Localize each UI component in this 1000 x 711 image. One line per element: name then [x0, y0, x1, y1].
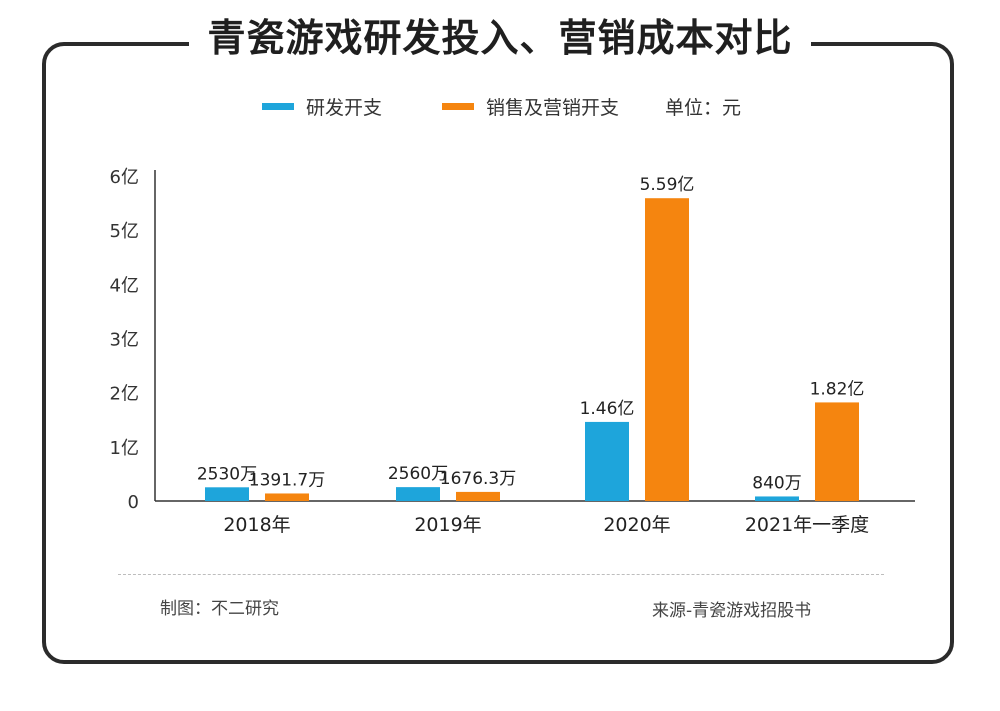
x-tick-label: 2020年	[603, 514, 670, 536]
bar-rd	[205, 487, 249, 501]
x-tick-label: 2019年	[414, 514, 481, 536]
data-label: 1676.3万	[440, 469, 516, 489]
data-label: 840万	[752, 473, 801, 493]
data-label: 1.82亿	[810, 379, 865, 399]
data-label: 2530万	[197, 464, 257, 484]
y-tick-label: 6亿	[110, 167, 139, 188]
bar-rd	[585, 421, 629, 501]
unit-label: 单位：元	[665, 96, 742, 119]
footer-credit: 制图：不二研究	[160, 599, 279, 619]
y-tick-label: 5亿	[110, 221, 139, 242]
data-label: 5.59亿	[640, 175, 695, 195]
data-label: 2560万	[388, 464, 448, 484]
y-tick-label: 3亿	[110, 330, 139, 351]
data-label: 1391.7万	[249, 470, 325, 490]
legend-swatch-rd	[262, 102, 294, 110]
legend-item-rd: 研发开支	[262, 93, 382, 120]
y-tick-label: 1亿	[110, 438, 139, 459]
chart-title: 青瓷游戏研发投入、营销成本对比	[189, 10, 811, 66]
legend-label-rd: 研发开支	[306, 96, 383, 119]
bar-sales	[645, 198, 689, 502]
divider	[118, 574, 884, 575]
y-tick-label: 2亿	[110, 384, 139, 405]
data-label: 1.46亿	[580, 399, 635, 419]
legend-swatch-sales	[442, 102, 475, 110]
y-tick-label: 0	[128, 492, 139, 513]
bar-sales	[265, 493, 309, 501]
legend-label-sales: 销售及营销开支	[486, 96, 620, 119]
x-tick-label: 2018年	[223, 514, 290, 536]
footer-source: 来源-青瓷游戏招股书	[652, 601, 812, 621]
bar-rd	[755, 496, 799, 501]
bar-rd	[396, 487, 440, 501]
legend-item-sales: 销售及营销开支	[442, 93, 619, 120]
bar-sales	[815, 402, 859, 501]
x-tick-label: 2021年一季度	[745, 514, 869, 536]
y-tick-label: 4亿	[110, 275, 139, 296]
title-wrap: 青瓷游戏研发投入、营销成本对比	[0, 10, 1000, 66]
legend: 研发开支 销售及营销开支 单位：元	[262, 92, 741, 120]
bar-sales	[456, 491, 500, 501]
